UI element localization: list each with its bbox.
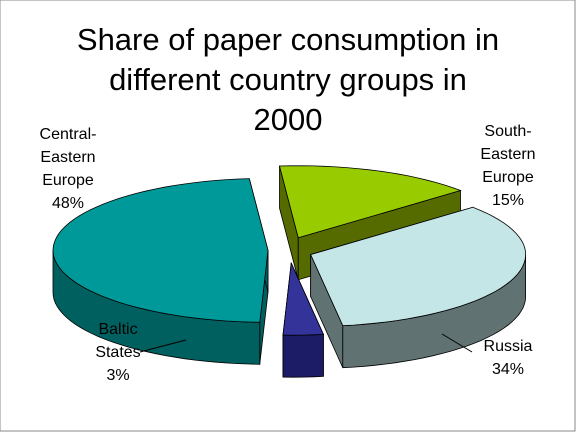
title-line: different country groups in [109, 62, 467, 97]
label-line: Europe [482, 169, 534, 186]
label-line: Central- [40, 126, 97, 143]
label-line: Russia [484, 338, 533, 355]
slice [310, 206, 527, 327]
label-line: Europe [42, 172, 94, 189]
slice-label: Baltic States [95, 321, 140, 361]
title-line: 2000 [254, 102, 323, 137]
label-line: Baltic [98, 321, 137, 338]
value-label: 3% [106, 367, 129, 384]
label-line: States [95, 344, 140, 361]
label-line: Eastern [40, 149, 95, 166]
slice [52, 178, 269, 323]
slice [282, 261, 325, 336]
title-line: Share of paper consumption in [77, 22, 499, 57]
leader-line [441, 333, 473, 353]
slice-label: Russia [484, 338, 533, 355]
chart-title: Share of paper consumption in different c… [77, 22, 499, 137]
value-label: 34% [492, 361, 524, 378]
slice [278, 165, 462, 239]
label-line: South- [484, 123, 531, 140]
leader-line [139, 339, 187, 353]
slice-label: South- Eastern Europe [480, 123, 535, 186]
value-label: 15% [492, 192, 524, 209]
label-line: Eastern [480, 146, 535, 163]
pie [52, 165, 527, 378]
slice-wall [282, 333, 324, 378]
slice-label: Central- Eastern Europe [40, 126, 97, 189]
value-label: 48% [52, 195, 84, 212]
